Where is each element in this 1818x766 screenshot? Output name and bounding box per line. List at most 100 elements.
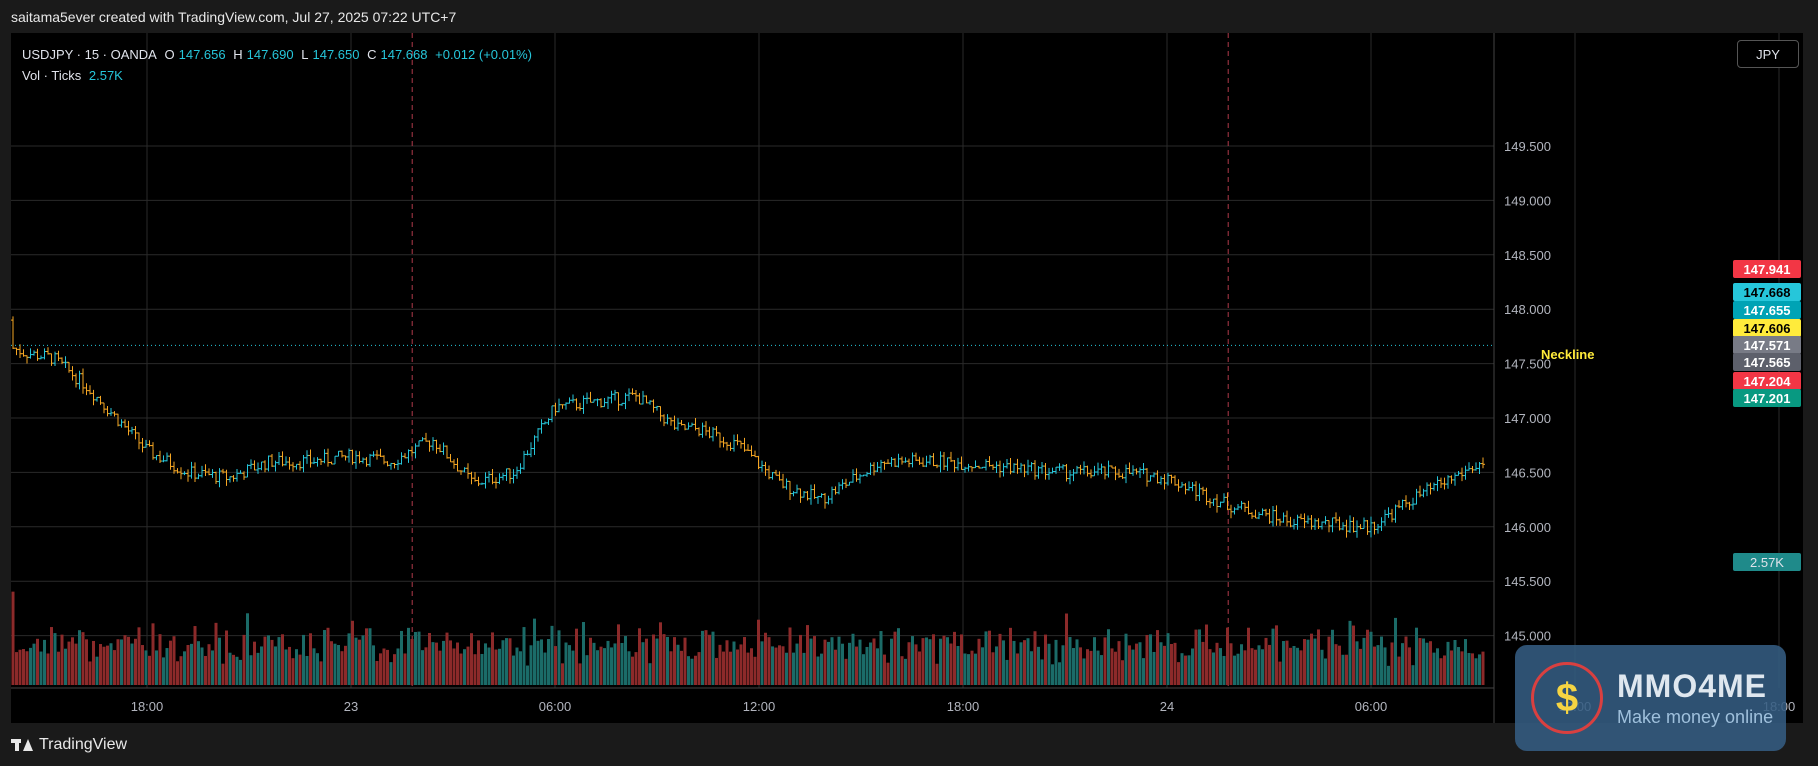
volume-bar [711,631,715,685]
volume-bar [211,650,214,685]
volume-bar [659,622,662,685]
volume-bar [36,638,39,685]
volume-bar [848,642,851,685]
close-label: C [367,47,377,62]
volume-bar [1198,629,1201,685]
volume-bar [1054,639,1058,685]
neckline-annotation: Neckline [1541,347,1595,362]
volume-bar [277,637,281,685]
volume-bar [200,647,204,685]
open-label: O [164,47,175,62]
volume-bar [53,633,57,685]
currency-button[interactable]: JPY [1737,40,1799,68]
volume-bar [921,638,925,685]
volume-bar [946,637,949,685]
volume-bar [652,634,655,685]
footer-brand: TradingView [11,736,127,754]
volume-bar [39,651,43,685]
watermark-subtitle: Make money online [1617,707,1774,727]
volume-bar [11,591,15,685]
volume-bar [25,651,29,685]
price-chart[interactable]: 149.500 149.000 148.500 148.000 147.500 147.0… [11,33,1803,723]
volume-bar [235,656,239,685]
volume-bar [1446,641,1450,685]
volume-bar [974,653,977,685]
volume-bar [533,618,536,685]
volume-bar [1387,665,1390,685]
volume-bar [134,638,137,685]
volume-bar [1362,637,1366,685]
volume-bar [1110,648,1114,685]
volume-bar [795,643,799,685]
volume-bar [827,641,830,685]
watermark-text: MMO4ME Make money online [1617,668,1773,728]
volume-bar [638,628,641,685]
volume-bar [165,648,169,685]
volume-bar [1100,655,1103,685]
volume-bar [897,628,900,685]
volume-bar [1219,648,1222,685]
volume-bar [204,655,207,685]
volume-bar [501,640,505,685]
y-tick-label: 146.000 [1504,520,1551,535]
volume-bar [858,639,862,685]
volume-bar [302,634,305,685]
chart-panel[interactable] [11,33,1803,723]
volume-bar [617,624,620,685]
volume-bar [316,653,319,685]
volume-bar [970,650,974,685]
volume-label[interactable]: Vol · Ticks [22,68,82,83]
volume-bar [694,655,697,685]
volume-bar [102,646,106,685]
volume-bar [337,645,340,685]
symbol-label[interactable]: USDJPY · 15 · OANDA [22,47,157,62]
volume-bar [57,651,60,685]
volume-bar [466,646,470,685]
volume-bar [911,636,914,685]
volume-bar [631,656,634,685]
volume-bar [1226,627,1229,685]
volume-bar [1422,638,1425,685]
volume-bar [505,638,508,685]
volume-bar [669,651,673,685]
volume-bar [1317,629,1320,685]
volume-bar [977,638,981,685]
volume-bar [67,641,71,685]
volume-bar [1348,620,1352,685]
volume-bar [1068,637,1072,685]
volume-bar [757,619,760,685]
volume-bar [820,653,823,685]
volume-bar [701,630,704,685]
volume-bar [683,637,687,685]
volume-bar [879,631,883,685]
volume-bar [729,651,732,685]
volume-bar [389,662,393,685]
volume-bar [295,649,298,685]
volume-bar [375,661,379,685]
volume-bar [771,646,774,685]
volume-bar [253,641,256,685]
volume-bar [221,663,225,685]
watermark-title: MMO4ME [1617,668,1767,704]
volume-bar [1187,655,1191,685]
volume-bar [809,638,813,685]
volume-bar [1103,637,1107,685]
volume-bar [172,636,176,685]
volume-bar [764,632,767,685]
volume-bar [1201,641,1205,685]
volume-bar [739,644,743,685]
volume-bar [1369,631,1373,685]
volume-bar [589,637,592,685]
price-badge: 147.201 [1733,389,1801,407]
volume-bar [1320,649,1324,685]
volume-bar [515,647,519,685]
volume-bar [281,634,284,685]
volume-bar [1026,638,1030,685]
volume-bar [368,628,372,685]
volume-bar [449,640,452,685]
price-badge: 147.565 [1733,353,1801,371]
volume-bar [1401,643,1404,685]
volume-bar [746,652,750,685]
volume-bar [648,663,652,685]
volume-bar [1355,641,1359,685]
